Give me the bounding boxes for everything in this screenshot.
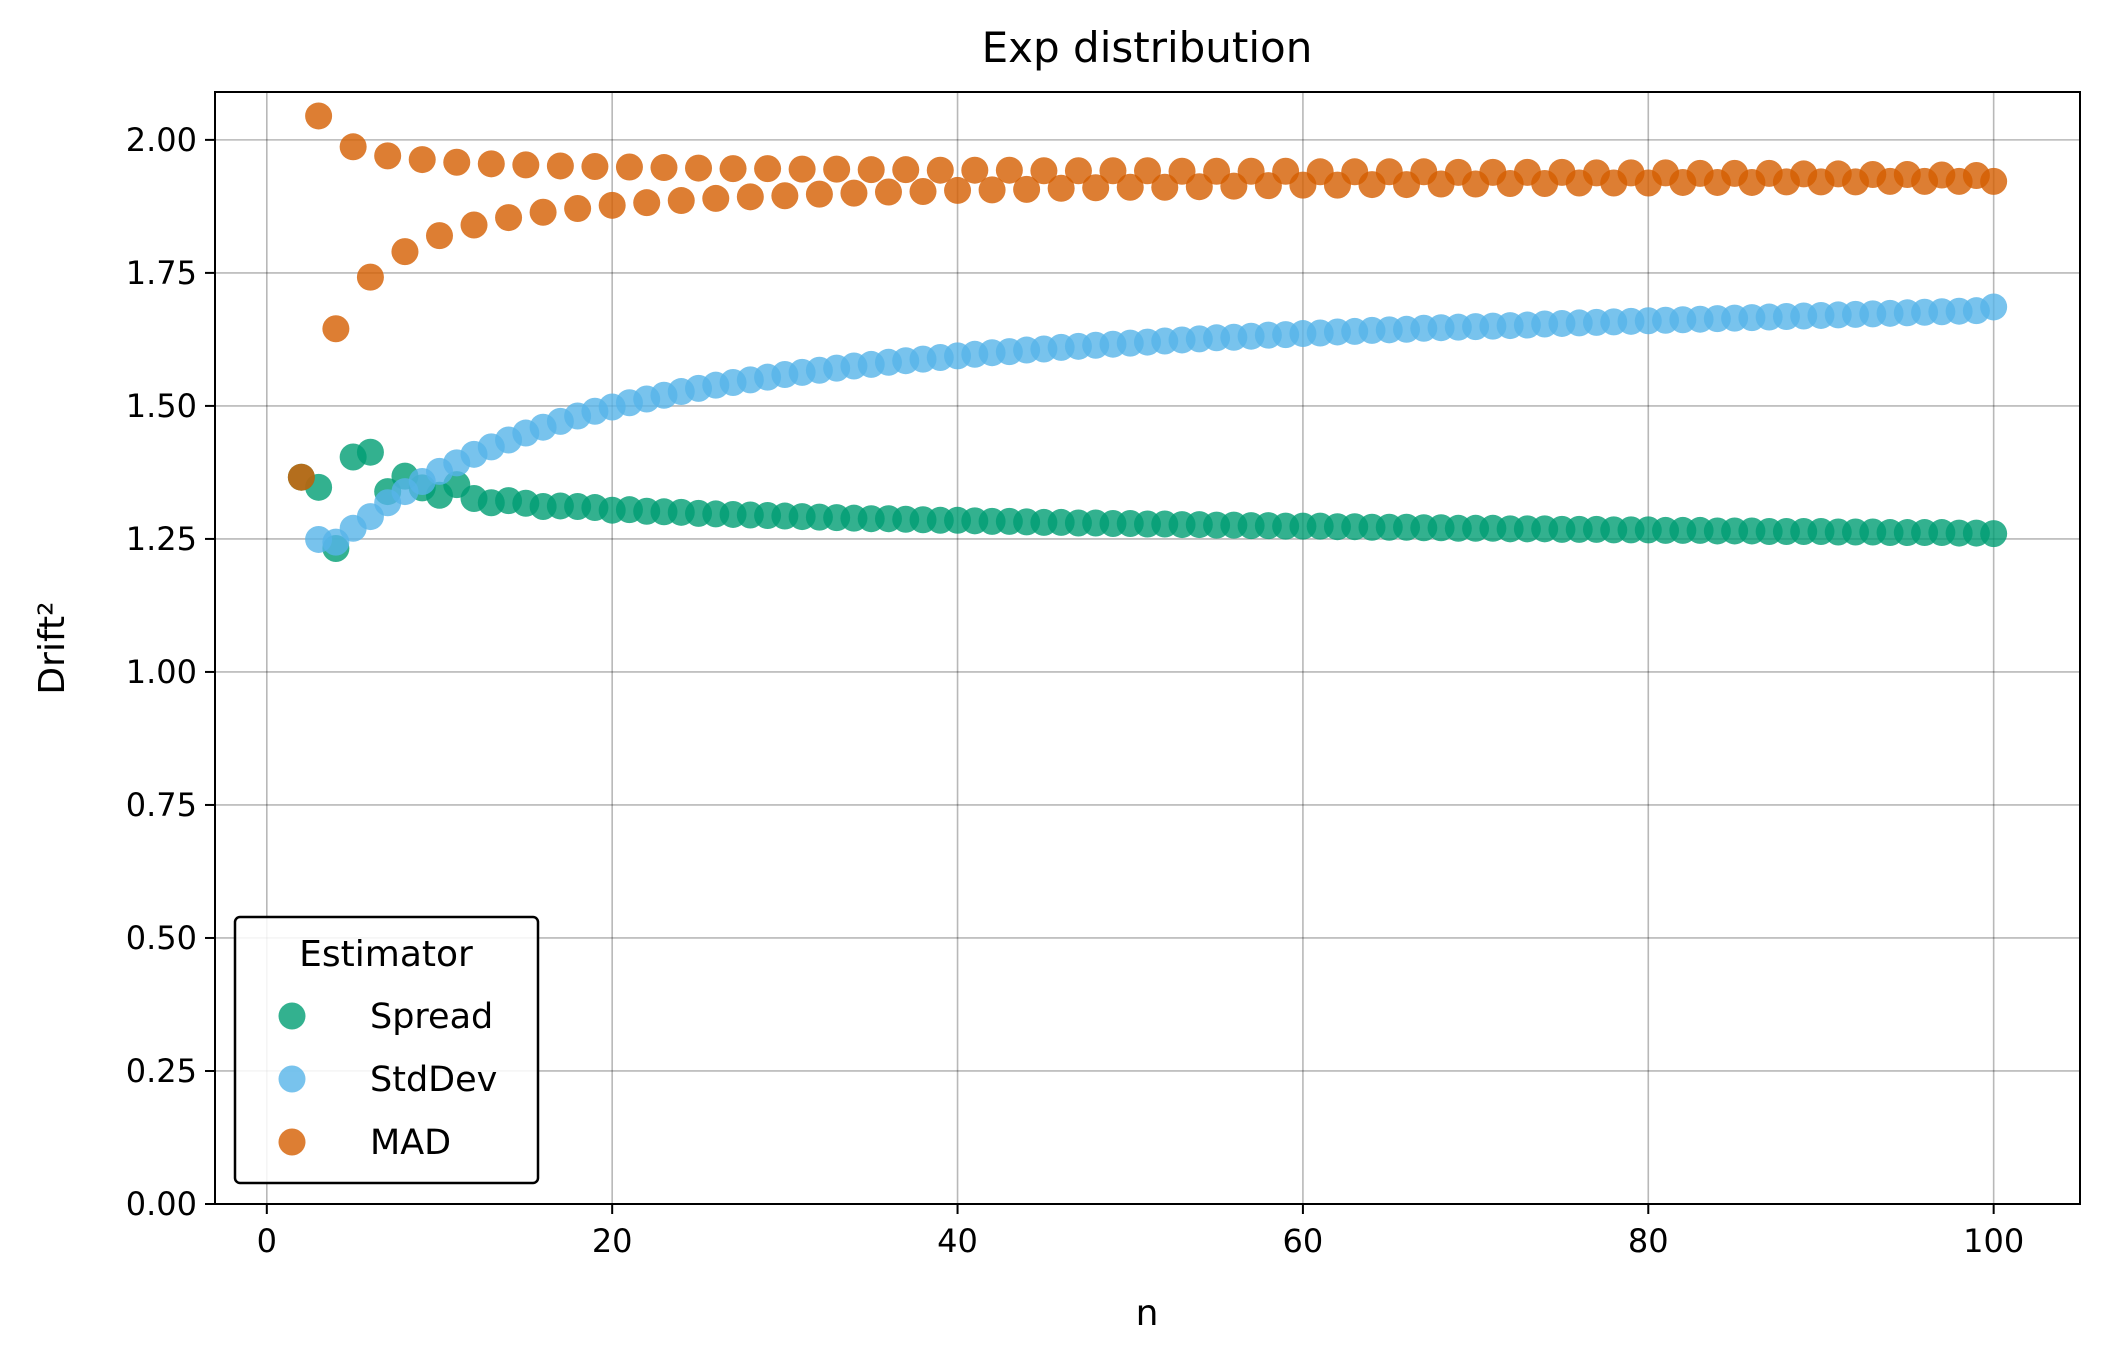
data-point <box>1116 173 1144 201</box>
y-axis-ticks: 0.00 0.25 0.50 0.75 1.00 1.25 1.50 1.75 2.00 <box>126 121 215 1223</box>
data-point <box>1168 157 1196 185</box>
data-point <box>892 156 920 184</box>
y-tick-label: 0.25 <box>126 1052 197 1090</box>
x-tick-label: 100 <box>1963 1222 2024 1260</box>
data-point <box>857 156 885 184</box>
data-point <box>1099 157 1127 185</box>
y-tick-label: 2.00 <box>126 121 197 159</box>
data-point <box>823 155 851 183</box>
plot-frame <box>214 91 2081 1205</box>
data-point <box>564 195 592 223</box>
legend-label: Spread <box>370 997 493 1037</box>
data-point <box>667 187 695 215</box>
data-point <box>771 182 799 210</box>
legend-label: StdDev <box>370 1060 497 1100</box>
data-point <box>874 178 902 206</box>
legend-box <box>233 915 540 1185</box>
y-tick-label: 0.00 <box>126 1185 197 1223</box>
data-point <box>633 189 661 217</box>
data-point <box>961 156 989 184</box>
data-point <box>685 154 713 182</box>
x-tick-label: 20 <box>592 1222 633 1260</box>
data-point <box>460 211 488 239</box>
data-point <box>581 152 609 180</box>
series-spread <box>287 438 2008 563</box>
data-point <box>356 438 384 466</box>
x-tick-label: 80 <box>1628 1222 1669 1260</box>
legend-marker <box>278 1128 306 1156</box>
data-point <box>926 156 954 184</box>
data-points <box>287 102 2008 563</box>
data-point <box>356 263 384 291</box>
data-point <box>322 315 350 343</box>
data-point <box>944 176 972 204</box>
data-point <box>909 177 937 205</box>
data-point <box>546 152 574 180</box>
y-tick-label: 1.25 <box>126 520 197 558</box>
data-point <box>702 184 730 212</box>
y-tick-label: 0.75 <box>126 786 197 824</box>
data-point <box>1980 293 2008 321</box>
data-point <box>1047 174 1075 202</box>
data-point <box>719 155 747 183</box>
data-point <box>425 222 453 250</box>
data-point <box>1134 157 1161 185</box>
data-point <box>754 155 782 183</box>
series-stddev <box>305 293 2008 556</box>
data-point <box>339 133 367 161</box>
data-point <box>512 151 540 179</box>
data-point <box>1980 520 2008 548</box>
legend-title: Estimator <box>299 934 473 975</box>
legend: Estimator Spread StdDev MAD <box>233 915 540 1185</box>
legend-marker <box>278 1065 306 1093</box>
data-point <box>650 154 678 182</box>
y-tick-label: 0.50 <box>126 919 197 957</box>
y-tick-label: 1.00 <box>126 653 197 691</box>
x-tick-label: 60 <box>1283 1222 1324 1260</box>
data-point <box>805 180 833 208</box>
data-point <box>1030 157 1058 185</box>
data-point <box>374 142 402 170</box>
x-tick-label: 40 <box>937 1222 978 1260</box>
data-point <box>495 204 523 232</box>
legend-marker <box>278 1002 306 1030</box>
data-point <box>408 146 436 174</box>
data-point <box>529 198 557 226</box>
x-axis-ticks: 0 20 40 60 80 100 <box>257 1204 2024 1260</box>
data-point <box>1151 173 1179 201</box>
data-point <box>1980 167 2008 195</box>
data-point <box>978 176 1006 204</box>
data-point <box>840 179 868 207</box>
x-tick-label: 0 <box>257 1222 277 1260</box>
data-point <box>443 148 471 176</box>
data-point <box>477 150 505 178</box>
y-axis-label: Drift² <box>32 601 73 694</box>
data-point <box>391 238 419 266</box>
data-point <box>287 463 315 491</box>
y-tick-label: 1.50 <box>126 387 197 425</box>
series-mad <box>287 102 2008 491</box>
data-point <box>1185 173 1213 201</box>
chart-title: Exp distribution <box>982 23 1313 72</box>
y-tick-label: 1.75 <box>126 254 197 292</box>
data-point <box>598 191 626 219</box>
x-axis-label: n <box>1136 1293 1159 1334</box>
data-point <box>788 155 816 183</box>
data-point <box>1082 174 1110 202</box>
data-point <box>615 153 643 181</box>
data-point <box>995 156 1023 184</box>
legend-label: MAD <box>370 1123 451 1163</box>
data-point <box>305 102 333 130</box>
data-point <box>1064 157 1092 185</box>
legend-items: Spread StdDev MAD <box>278 997 497 1163</box>
data-point <box>1013 175 1041 203</box>
data-point <box>736 183 764 211</box>
